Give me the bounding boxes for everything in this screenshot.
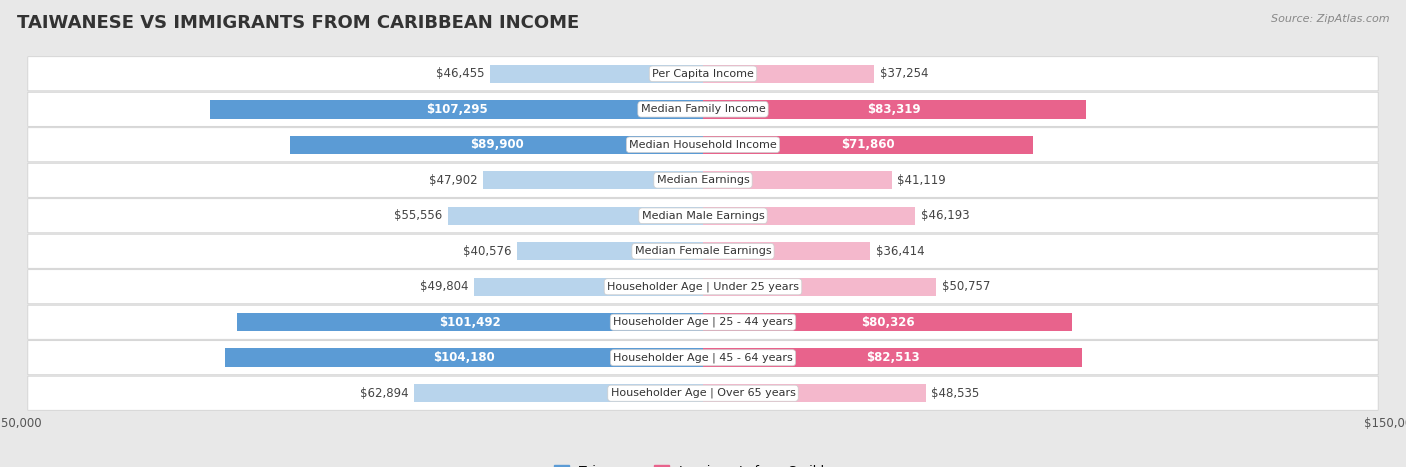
Text: Householder Age | Over 65 years: Householder Age | Over 65 years xyxy=(610,388,796,398)
Bar xyxy=(703,206,915,225)
Text: $49,804: $49,804 xyxy=(420,280,468,293)
Text: $36,414: $36,414 xyxy=(876,245,924,258)
Text: Source: ZipAtlas.com: Source: ZipAtlas.com xyxy=(1271,14,1389,24)
FancyBboxPatch shape xyxy=(28,270,1378,304)
Bar xyxy=(211,100,703,119)
Bar xyxy=(449,206,703,225)
Text: $37,254: $37,254 xyxy=(880,67,928,80)
Bar xyxy=(703,171,891,190)
FancyBboxPatch shape xyxy=(28,234,1378,268)
Text: $101,492: $101,492 xyxy=(439,316,501,329)
Text: $48,535: $48,535 xyxy=(931,387,980,400)
Text: $40,576: $40,576 xyxy=(463,245,512,258)
FancyBboxPatch shape xyxy=(28,92,1378,126)
Text: $47,902: $47,902 xyxy=(429,174,478,187)
FancyBboxPatch shape xyxy=(28,57,1378,91)
Text: $41,119: $41,119 xyxy=(897,174,946,187)
Bar xyxy=(703,64,875,83)
Text: $50,757: $50,757 xyxy=(942,280,990,293)
Bar xyxy=(516,242,703,261)
Bar xyxy=(236,313,703,332)
Legend: Taiwanese, Immigrants from Caribbean: Taiwanese, Immigrants from Caribbean xyxy=(550,460,856,467)
Text: $83,319: $83,319 xyxy=(868,103,921,116)
FancyBboxPatch shape xyxy=(28,163,1378,197)
Bar xyxy=(474,277,703,296)
Text: $55,556: $55,556 xyxy=(394,209,443,222)
Bar xyxy=(703,277,936,296)
FancyBboxPatch shape xyxy=(28,341,1378,375)
Text: $46,455: $46,455 xyxy=(436,67,484,80)
Text: Median Earnings: Median Earnings xyxy=(657,175,749,185)
Text: $107,295: $107,295 xyxy=(426,103,488,116)
FancyBboxPatch shape xyxy=(28,128,1378,162)
Text: Per Capita Income: Per Capita Income xyxy=(652,69,754,79)
Text: $82,513: $82,513 xyxy=(866,351,920,364)
Text: Householder Age | 45 - 64 years: Householder Age | 45 - 64 years xyxy=(613,353,793,363)
Bar xyxy=(703,135,1033,154)
Text: Median Household Income: Median Household Income xyxy=(628,140,778,150)
Bar xyxy=(415,384,703,403)
Text: Householder Age | Under 25 years: Householder Age | Under 25 years xyxy=(607,282,799,292)
Bar xyxy=(489,64,703,83)
Bar xyxy=(225,348,703,367)
Bar xyxy=(703,348,1083,367)
Bar xyxy=(484,171,703,190)
Text: $71,860: $71,860 xyxy=(841,138,894,151)
Text: Median Female Earnings: Median Female Earnings xyxy=(634,246,772,256)
Bar xyxy=(703,313,1071,332)
Text: Median Male Earnings: Median Male Earnings xyxy=(641,211,765,221)
Text: $89,900: $89,900 xyxy=(470,138,523,151)
Text: Median Family Income: Median Family Income xyxy=(641,104,765,114)
FancyBboxPatch shape xyxy=(28,376,1378,410)
Bar xyxy=(290,135,703,154)
Text: $46,193: $46,193 xyxy=(921,209,969,222)
Text: $80,326: $80,326 xyxy=(860,316,914,329)
FancyBboxPatch shape xyxy=(28,305,1378,339)
Bar xyxy=(703,242,870,261)
Bar xyxy=(703,100,1085,119)
Bar xyxy=(703,384,927,403)
FancyBboxPatch shape xyxy=(28,199,1378,233)
Text: Householder Age | 25 - 44 years: Householder Age | 25 - 44 years xyxy=(613,317,793,327)
Text: TAIWANESE VS IMMIGRANTS FROM CARIBBEAN INCOME: TAIWANESE VS IMMIGRANTS FROM CARIBBEAN I… xyxy=(17,14,579,32)
Text: $104,180: $104,180 xyxy=(433,351,495,364)
Text: $62,894: $62,894 xyxy=(360,387,409,400)
